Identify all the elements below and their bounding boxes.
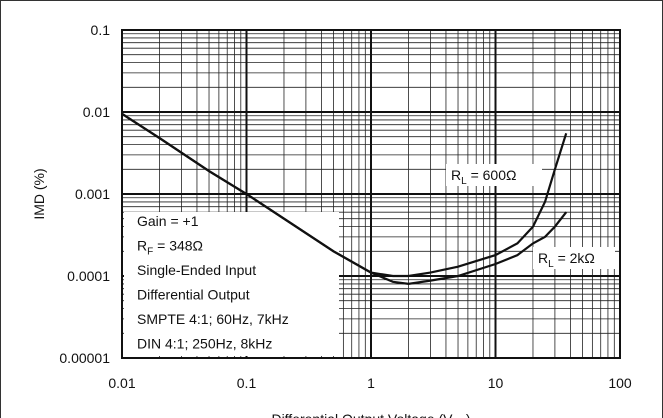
legend-label: RL = 2kΩ bbox=[538, 250, 595, 270]
text-part: ) bbox=[466, 411, 471, 418]
text-part: DIN 4:1; 250Hz, 8kHz bbox=[137, 336, 272, 352]
y-axis-label: IMD (%) bbox=[31, 168, 47, 219]
note-text: SMPTE 4:1; 60Hz, 7kHz bbox=[137, 311, 289, 327]
text-part: Single-Ended Input bbox=[137, 262, 256, 278]
note-text: DIN 4:1; 250Hz, 8kHz bbox=[137, 336, 272, 352]
x-tick-label: 1 bbox=[367, 375, 375, 391]
text-part: L bbox=[548, 259, 554, 270]
text-part: Differential Output bbox=[137, 287, 250, 303]
y-tick-label: 0.001 bbox=[75, 186, 110, 202]
note-text: RF = 348Ω bbox=[137, 238, 203, 258]
label-bg bbox=[446, 164, 542, 186]
note-text: Single-Ended Input bbox=[137, 262, 256, 278]
note-text: Gain = +1 bbox=[137, 213, 199, 229]
x-tick-label: 0.1 bbox=[237, 375, 257, 391]
text-part: SMPTE 4:1; 60Hz, 7kHz bbox=[137, 311, 289, 327]
text-part: R bbox=[451, 167, 461, 183]
x-tick-label: 100 bbox=[608, 375, 632, 391]
y-tick-label: 0.00001 bbox=[59, 350, 110, 366]
series-line bbox=[121, 112, 568, 286]
notes-box bbox=[124, 212, 339, 356]
text-part: = 2kΩ bbox=[554, 250, 595, 266]
y-tick-label: 0.0001 bbox=[67, 268, 110, 284]
y-tick-label: 0.01 bbox=[83, 104, 110, 120]
x-tick-label: 10 bbox=[488, 375, 504, 391]
text-part: L bbox=[461, 176, 467, 187]
plot-border bbox=[121, 29, 621, 359]
text-part: R bbox=[538, 250, 548, 266]
y-tick-label: 0.1 bbox=[91, 22, 111, 38]
note-text: Differential Output bbox=[137, 287, 250, 303]
x-tick-label: 0.01 bbox=[108, 375, 135, 391]
text-part: Differential Output Voltage (V bbox=[271, 411, 453, 418]
text-part: F bbox=[147, 247, 153, 258]
text-part: = 348Ω bbox=[153, 238, 203, 254]
legend-label: RL = 600Ω bbox=[451, 167, 516, 187]
text-part: = 600Ω bbox=[467, 167, 517, 183]
x-axis-label: Differential Output Voltage (VPP) bbox=[271, 411, 470, 418]
text-part: Gain = +1 bbox=[137, 213, 199, 229]
label-bg bbox=[533, 247, 615, 269]
text-part: R bbox=[137, 238, 147, 254]
